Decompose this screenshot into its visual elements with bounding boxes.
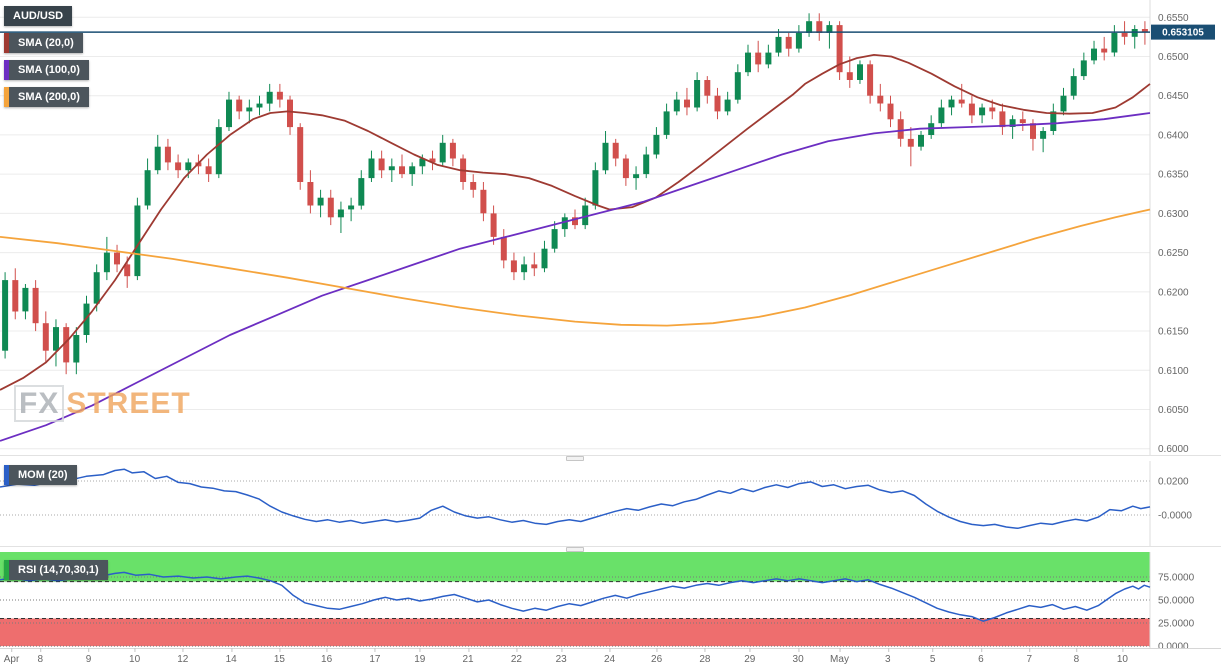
x-axis-label: 12 bbox=[177, 648, 189, 665]
price-panel: 0.6550 0.6500 0.6450 0.6400 0.6350 0.6300 0.62… bbox=[0, 0, 1221, 455]
panel-splitter-2[interactable] bbox=[0, 546, 1221, 552]
x-axis-label: May bbox=[830, 648, 849, 665]
x-axis-label: 28 bbox=[699, 648, 711, 665]
watermark-street: STREET bbox=[66, 387, 191, 420]
symbol-badge[interactable]: AUD/USD bbox=[4, 6, 73, 26]
svg-text:50.0000: 50.0000 bbox=[1158, 596, 1195, 607]
splitter-grip-icon[interactable] bbox=[566, 547, 584, 552]
x-axis-label: 8 bbox=[1073, 648, 1080, 665]
x-axis-label: 22 bbox=[510, 648, 522, 665]
mom-color-strip bbox=[4, 465, 9, 485]
sma200-label: SMA (200,0) bbox=[9, 87, 89, 107]
x-axis-label: 23 bbox=[555, 648, 567, 665]
rsi-chart-svg[interactable]: 75.0000 50.0000 25.0000 0.0000 bbox=[0, 552, 1221, 648]
svg-text:-0.0000: -0.0000 bbox=[1158, 511, 1192, 522]
svg-text:0.6500: 0.6500 bbox=[1158, 52, 1189, 63]
rsi-color-strip bbox=[4, 560, 9, 580]
x-axis-label: 24 bbox=[603, 648, 616, 665]
x-axis: Apr 8 9 10 12 14 15 16 17 19 21 22 23 24 26 28 29 30 May 3 5… bbox=[0, 648, 1221, 670]
sma100-label: SMA (100,0) bbox=[9, 60, 89, 80]
sma200-color-strip bbox=[4, 87, 9, 107]
mom-label: MOM (20) bbox=[9, 465, 77, 485]
x-axis-label: 3 bbox=[885, 648, 891, 665]
price-chart-svg[interactable]: 0.6550 0.6500 0.6450 0.6400 0.6350 0.6300 0.62… bbox=[0, 0, 1221, 455]
x-axis-label: 14 bbox=[225, 648, 237, 665]
watermark-fx: FX bbox=[14, 385, 65, 422]
x-axis-label: Apr bbox=[3, 648, 20, 665]
x-axis-label: 17 bbox=[369, 648, 381, 665]
svg-text:0.6200: 0.6200 bbox=[1158, 287, 1189, 298]
svg-text:0.6150: 0.6150 bbox=[1158, 327, 1189, 338]
x-axis-label: 21 bbox=[462, 648, 474, 665]
symbol-label: AUD/USD bbox=[4, 6, 73, 26]
x-axis-label: 10 bbox=[129, 648, 141, 665]
x-axis-label: 26 bbox=[651, 648, 663, 665]
momentum-chart-svg[interactable]: 0.0200 -0.0000 bbox=[0, 461, 1221, 546]
splitter-grip-icon[interactable] bbox=[566, 456, 584, 461]
fxstreet-watermark: FX STREET bbox=[14, 385, 191, 422]
svg-text:0.6100: 0.6100 bbox=[1158, 366, 1189, 377]
rsi-indicator-badge[interactable]: RSI (14,70,30,1) bbox=[4, 560, 108, 580]
svg-text:75.0000: 75.0000 bbox=[1158, 573, 1195, 584]
x-axis-label: 19 bbox=[414, 648, 426, 665]
svg-text:0.6000: 0.6000 bbox=[1158, 444, 1189, 455]
svg-text:0.6250: 0.6250 bbox=[1158, 248, 1189, 259]
svg-text:0.0200: 0.0200 bbox=[1158, 477, 1189, 488]
svg-text:25.0000: 25.0000 bbox=[1158, 619, 1195, 630]
x-axis-label: 8 bbox=[37, 648, 44, 665]
x-axis-label: 29 bbox=[744, 648, 756, 665]
x-axis-label: 6 bbox=[978, 648, 984, 665]
panel-splitter-1[interactable] bbox=[0, 455, 1221, 461]
x-axis-label: 10 bbox=[1116, 648, 1128, 665]
svg-text:0.0000: 0.0000 bbox=[1158, 642, 1189, 648]
momentum-panel: 0.0200 -0.0000 MOM (20) bbox=[0, 461, 1221, 546]
svg-text:0.6400: 0.6400 bbox=[1158, 130, 1189, 141]
sma100-color-strip bbox=[4, 60, 9, 80]
indicator-legend: AUD/USD SMA (20,0) SMA (100,0) SMA (200,… bbox=[4, 6, 89, 107]
svg-text:0.6450: 0.6450 bbox=[1158, 91, 1189, 102]
mom-indicator-badge[interactable]: MOM (20) bbox=[4, 465, 77, 485]
sma20-label: SMA (20,0) bbox=[9, 33, 83, 53]
rsi-label: RSI (14,70,30,1) bbox=[9, 560, 108, 580]
x-axis-label: 5 bbox=[929, 648, 936, 665]
indicator-badge-sma100[interactable]: SMA (100,0) bbox=[4, 60, 89, 80]
svg-text:0.6350: 0.6350 bbox=[1158, 170, 1189, 181]
svg-text:0.6550: 0.6550 bbox=[1158, 13, 1189, 24]
x-axis-label: 9 bbox=[85, 648, 92, 665]
x-axis-label: 30 bbox=[792, 648, 804, 665]
svg-text:0.6300: 0.6300 bbox=[1158, 209, 1189, 220]
x-axis-label: 15 bbox=[273, 648, 285, 665]
indicator-badge-sma20[interactable]: SMA (20,0) bbox=[4, 33, 83, 53]
sma20-color-strip bbox=[4, 33, 9, 53]
svg-text:0.653105: 0.653105 bbox=[1162, 28, 1204, 39]
rsi-panel: 75.0000 50.0000 25.0000 0.0000 RSI (14,70,3… bbox=[0, 552, 1221, 648]
svg-text:0.6050: 0.6050 bbox=[1158, 405, 1189, 416]
x-axis-label: 7 bbox=[1026, 648, 1033, 665]
x-axis-label: 16 bbox=[321, 648, 333, 665]
indicator-badge-sma200[interactable]: SMA (200,0) bbox=[4, 87, 89, 107]
